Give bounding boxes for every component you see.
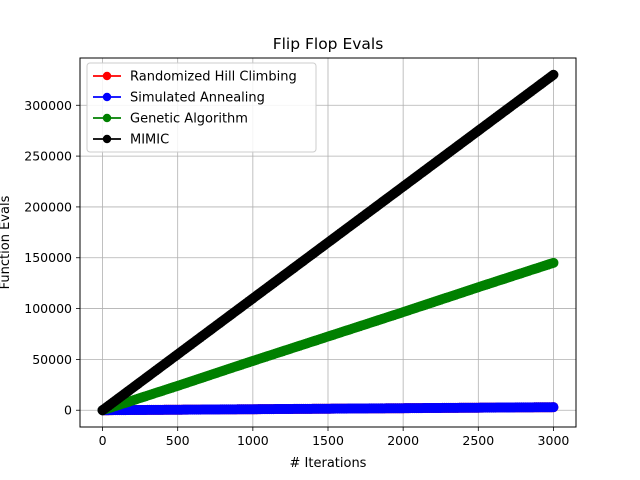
legend-item: Genetic Algorithm <box>93 112 248 127</box>
grid-lines <box>80 58 576 427</box>
y-tick-label: 150000 <box>24 250 72 265</box>
legend-item: Simulated Annealing <box>93 91 265 106</box>
legend: Randomized Hill Climbing Simulated Anneal… <box>86 62 317 153</box>
legend-label: MIMIC <box>130 133 169 148</box>
legend-item: MIMIC <box>93 133 169 148</box>
series-mimic <box>97 69 559 416</box>
y-tick-label: 50000 <box>32 352 72 367</box>
legend-label: Simulated Annealing <box>130 91 265 106</box>
data-point <box>548 69 559 80</box>
legend-box <box>86 62 317 153</box>
x-tick-label: 0 <box>99 433 107 448</box>
data-point <box>548 257 559 268</box>
axis-ticks: 0 500 1000 1500 2000 2500 3000 0 50000 100000 1500… <box>24 98 569 448</box>
plot-series <box>97 69 559 416</box>
data-point <box>548 402 559 413</box>
series-simulated-annealing <box>97 402 559 416</box>
x-tick-label: 500 <box>166 433 190 448</box>
x-tick-label: 1000 <box>237 433 269 448</box>
x-tick-label: 2500 <box>462 433 494 448</box>
legend-label: Genetic Algorithm <box>130 112 248 127</box>
legend-marker-swatch <box>102 113 112 123</box>
y-tick-label: 100000 <box>24 301 72 316</box>
legend-marker-swatch <box>102 71 112 81</box>
y-tick-label: 250000 <box>24 149 72 164</box>
x-axis-label: # Iterations <box>290 456 367 471</box>
x-tick-label: 3000 <box>538 433 570 448</box>
x-tick-label: 1500 <box>312 433 344 448</box>
legend-label: Randomized Hill Climbing <box>130 70 297 85</box>
legend-item: Randomized Hill Climbing <box>93 70 297 85</box>
y-axis-label: Function Evals <box>0 195 13 289</box>
y-tick-label: 0 <box>64 403 72 418</box>
chart-title: Flip Flop Evals <box>273 35 384 53</box>
legend-marker-swatch <box>102 92 112 102</box>
y-tick-label: 200000 <box>24 199 72 214</box>
series-genetic-algorithm <box>97 257 559 416</box>
legend-marker-swatch <box>102 134 112 144</box>
y-tick-label: 300000 <box>24 98 72 113</box>
x-tick-label: 2000 <box>387 433 419 448</box>
